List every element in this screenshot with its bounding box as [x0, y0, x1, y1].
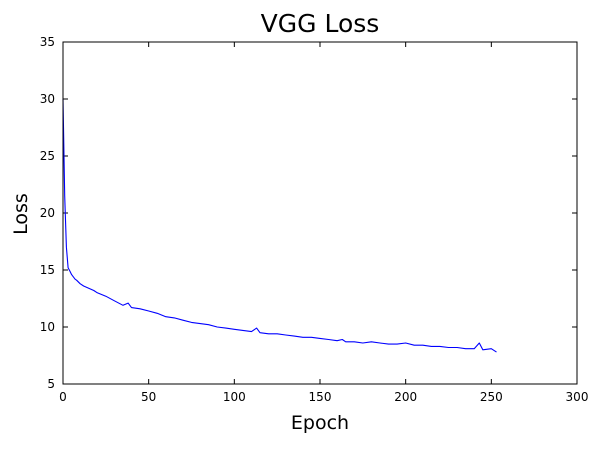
x-tick-label: 50 — [141, 390, 156, 404]
y-tick-label: 30 — [40, 92, 55, 106]
x-tick-label: 100 — [223, 390, 246, 404]
loss-series-line — [62, 98, 497, 353]
x-tick-label: 300 — [566, 390, 589, 404]
x-tick-label: 150 — [309, 390, 332, 404]
chart-title: VGG Loss — [261, 9, 380, 38]
y-tick-label: 10 — [40, 320, 55, 334]
series-group — [62, 98, 497, 353]
y-axis-label: Loss — [10, 193, 32, 235]
y-tick-label: 5 — [47, 377, 55, 391]
y-tick-label: 25 — [40, 149, 55, 163]
x-tick-label: 200 — [394, 390, 417, 404]
x-axis-label: Epoch — [291, 412, 349, 434]
x-tick-label: 250 — [480, 390, 503, 404]
axis-ticks: 0 50 100 150 200 250 300 5 10 15 20 25 30 35 — [40, 35, 589, 404]
plot-frame — [62, 41, 578, 385]
y-tick-label: 35 — [40, 35, 55, 49]
y-tick-label: 20 — [40, 206, 55, 220]
y-tick-label: 15 — [40, 263, 55, 277]
x-tick-label: 0 — [59, 390, 67, 404]
